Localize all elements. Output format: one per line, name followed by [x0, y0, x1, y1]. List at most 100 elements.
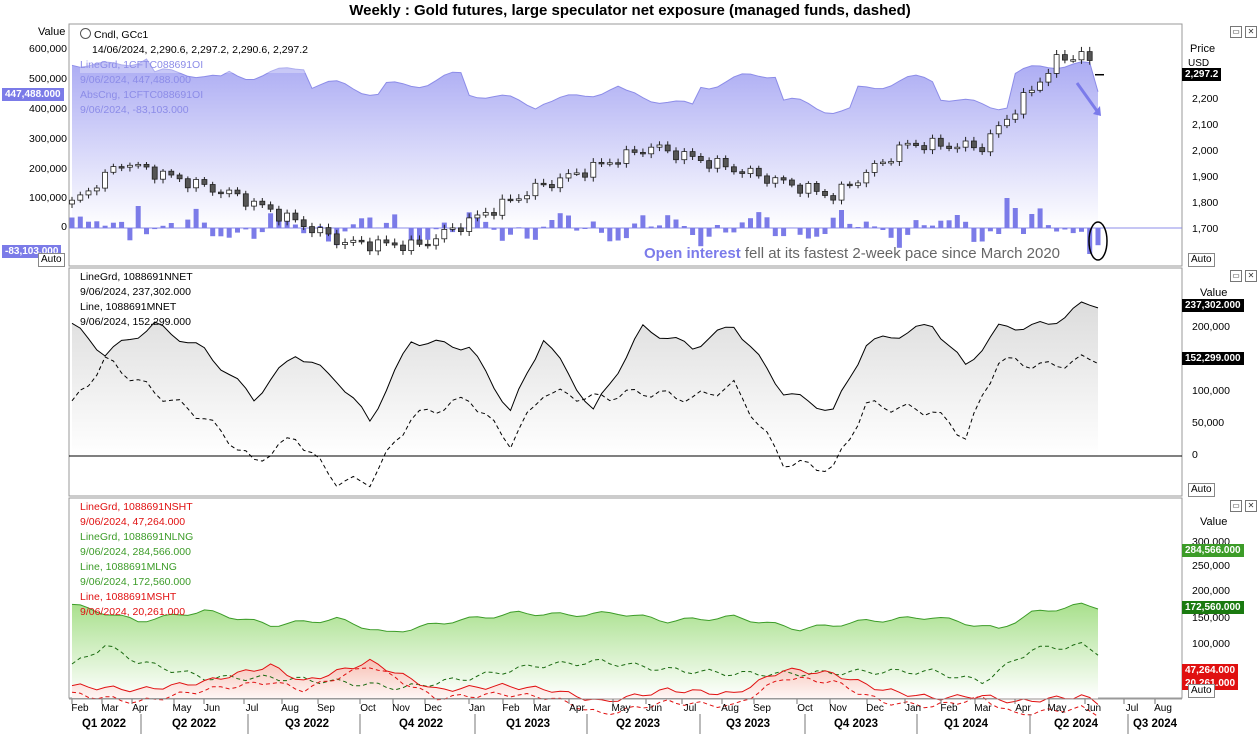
- candle-body: [540, 182, 547, 186]
- panel1-right-unit: USD: [1188, 58, 1210, 69]
- candle-body: [69, 199, 75, 205]
- panel1-right-auto-button[interactable]: Auto: [1188, 253, 1215, 267]
- panel3-right-axis-label: Value: [1200, 516, 1228, 528]
- candle-body: [888, 161, 894, 164]
- legend-mnet-value: 9/06/2024, 152,299.000: [80, 316, 191, 328]
- oi-change-bar: [557, 213, 563, 228]
- quarter-label: Q2 2023: [616, 718, 660, 730]
- oi-change-bar: [913, 220, 919, 228]
- oi-change-bar: [764, 217, 770, 228]
- oi-change-bar: [375, 227, 381, 228]
- oi-change-bar: [193, 208, 199, 228]
- candle-body: [1012, 113, 1019, 120]
- oi-change-bar: [218, 228, 224, 237]
- quarter-label: Q3 2024: [1133, 718, 1178, 730]
- oi-change-bar: [549, 220, 555, 228]
- candle-body: [251, 200, 257, 207]
- month-label: Dec: [866, 703, 884, 714]
- p1LeftTicks-tick: 200,000: [29, 163, 67, 175]
- oi-change-bar: [77, 216, 83, 228]
- p1LeftTicks-tick: 100,000: [29, 192, 67, 204]
- candle-body: [664, 144, 671, 152]
- oi-change-bar: [144, 228, 149, 235]
- legend-nlng-value: 9/06/2024, 284,566.000: [80, 546, 191, 558]
- oi-change-bar: [392, 214, 398, 228]
- panel3-minimize-icon[interactable]: ▭: [1230, 500, 1242, 512]
- month-label: Oct: [797, 703, 813, 714]
- oi-change-bar: [731, 228, 737, 233]
- legend-candle-name: Cndl, GCc1: [94, 29, 149, 41]
- candle-body: [1078, 51, 1085, 61]
- oi-change-bar: [723, 228, 729, 233]
- month-label: Aug: [721, 703, 739, 714]
- candle-body: [193, 179, 200, 189]
- panel3-auto-button[interactable]: Auto: [1188, 684, 1215, 698]
- oi-change-bar: [292, 224, 298, 228]
- p1LeftTicks-tick: 300,000: [29, 133, 67, 145]
- p3RightTicks-tick: 150,000: [1192, 612, 1230, 624]
- oi-change-bar: [94, 221, 100, 228]
- p2RightTicks-tick: 50,000: [1192, 417, 1225, 429]
- month-label: Jun: [646, 703, 662, 714]
- oi-change-bar: [566, 215, 571, 228]
- panel2-auto-button[interactable]: Auto: [1188, 483, 1215, 497]
- panel2-minimize-icon[interactable]: ▭: [1230, 270, 1242, 282]
- oi-change-bar: [491, 228, 497, 230]
- month-label: Nov: [829, 703, 847, 714]
- candle-body: [102, 171, 108, 189]
- quarter-label: Q2 2022: [172, 718, 216, 730]
- candle-body: [267, 204, 274, 210]
- candle-body: [557, 177, 564, 189]
- p1RightTicks-tick: 1,900: [1192, 171, 1219, 183]
- oi-change-bar: [425, 228, 431, 240]
- oi-change-bar: [433, 228, 439, 230]
- oi-change-bar: [243, 228, 249, 230]
- panel2-legend: LineGrd, 1088691NNET 9/06/2024, 237,302.…: [80, 270, 193, 330]
- down-arrow-icon: [1075, 82, 1099, 112]
- candle-body: [838, 183, 845, 201]
- p2RightTicks-tick: 100,000: [1192, 385, 1230, 397]
- panel3-close-icon[interactable]: ✕: [1245, 500, 1257, 512]
- candle-body: [375, 239, 382, 252]
- candle-body: [416, 239, 423, 245]
- oi-change-bar: [508, 228, 513, 235]
- candle-body: [747, 167, 754, 175]
- legend-nlng-name: LineGrd, 1088691NLNG: [80, 531, 194, 543]
- candle-body: [532, 182, 539, 197]
- candle-body: [1045, 73, 1052, 83]
- candle-body: [731, 166, 737, 173]
- legend-msht-name: Line, 1088691MSHT: [80, 591, 177, 603]
- oi-change-bar: [367, 217, 373, 228]
- panel1-minimize-icon[interactable]: ▭: [1230, 26, 1242, 38]
- candle-body: [151, 166, 158, 180]
- month-label: May: [1048, 703, 1067, 714]
- legend-oi-value: 9/06/2024, 447,488.000: [80, 74, 191, 86]
- oi-change-bar: [896, 228, 902, 248]
- legend-oi-name: LineGrd, 1CFTC088691OI: [80, 58, 309, 73]
- oi-change-bar: [135, 206, 141, 228]
- annotation-highlight: Open interest: [644, 245, 741, 262]
- legend-oichg-value: 9/06/2024, -83,103.000: [80, 104, 189, 116]
- candle-body: [631, 149, 638, 153]
- candle-body: [515, 198, 522, 201]
- oi-change-bar: [623, 228, 629, 239]
- candle-body: [1004, 118, 1010, 127]
- panel1-close-icon[interactable]: ✕: [1245, 26, 1257, 38]
- p2RightTicks-tick: 200,000: [1192, 321, 1230, 333]
- nnet-line: [71, 301, 1099, 423]
- candle-body: [217, 191, 224, 195]
- candle-body: [606, 162, 613, 165]
- p3RightTicks-tick: 250,000: [1192, 560, 1230, 572]
- candle-body: [789, 179, 795, 186]
- panel2-close-icon[interactable]: ✕: [1245, 270, 1257, 282]
- candle-body: [954, 146, 961, 150]
- candle-body: [176, 174, 183, 180]
- candle-body: [904, 142, 911, 146]
- oi-change-bar: [830, 217, 836, 228]
- oi-change-bar: [1070, 228, 1076, 234]
- panel1-auto-button[interactable]: Auto: [38, 253, 65, 267]
- candle-body: [408, 239, 415, 252]
- candle-body: [913, 142, 919, 147]
- oi-change-bar: [1029, 214, 1035, 228]
- oi-change-bar: [888, 228, 894, 238]
